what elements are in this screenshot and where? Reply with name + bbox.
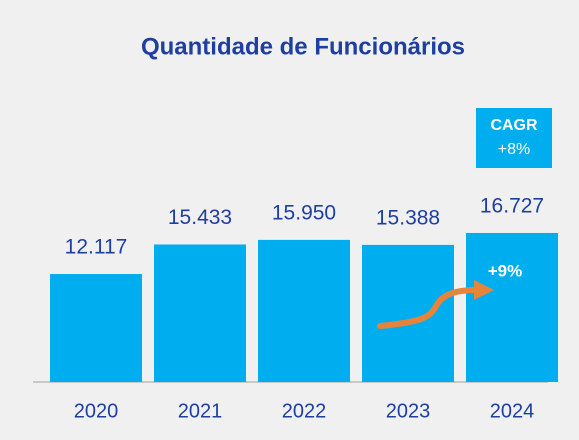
cagr-title: CAGR [490,117,538,134]
chart-title: Quantidade de Funcionários [141,33,465,60]
x-tick-label: 2021 [178,400,223,422]
cagr-value: +8% [498,141,530,158]
bar [466,232,558,382]
value-label: 15.950 [272,201,336,224]
growth-arrow [377,287,481,329]
arrow-head [474,280,494,300]
bar [362,244,454,382]
x-tick-label: 2024 [490,400,535,422]
value-label: 15.388 [376,206,440,229]
x-tick-label: 2020 [74,400,119,422]
value-label: 12.117 [65,236,128,259]
bar [258,239,350,382]
x-tick-label: 2023 [386,400,431,422]
bar [50,274,142,382]
cagr-box [476,108,552,168]
value-label: 16.727 [480,195,544,218]
bar [154,244,246,382]
x-tick-label: 2022 [282,400,327,422]
value-label: 15.433 [168,206,232,229]
growth-label: +9% [488,261,523,280]
